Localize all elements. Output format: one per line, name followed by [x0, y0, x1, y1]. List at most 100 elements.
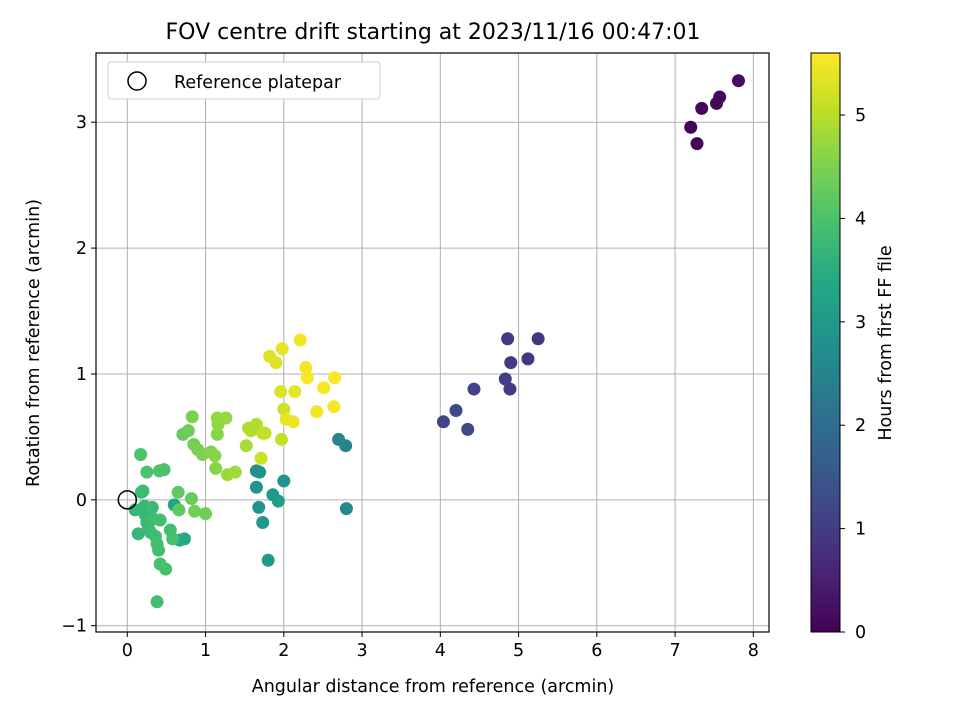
- x-tick-label: 3: [356, 641, 367, 661]
- reference-marker: [117, 490, 138, 510]
- data-point: [252, 500, 266, 514]
- legend: Reference platepar: [107, 61, 381, 100]
- data-point: [328, 371, 342, 385]
- x-tick-label: 6: [591, 641, 602, 661]
- x-tick-label: 1: [200, 641, 211, 661]
- data-point: [286, 415, 300, 429]
- data-point: [185, 410, 199, 424]
- y-tick-label: 1: [76, 365, 87, 385]
- data-point: [157, 463, 171, 477]
- data-point: [258, 426, 272, 440]
- data-point: [501, 332, 515, 346]
- data-point: [152, 543, 166, 557]
- y-tick-label: 0: [76, 491, 87, 511]
- data-point: [172, 503, 186, 517]
- data-point: [449, 403, 463, 417]
- data-point: [436, 415, 450, 429]
- data-point: [209, 461, 223, 475]
- data-point: [256, 515, 270, 529]
- colorbar-tick-label: 0: [855, 623, 866, 643]
- data-point: [228, 465, 242, 479]
- y-tick-label: 3: [76, 113, 87, 133]
- data-point: [327, 400, 341, 414]
- legend-box: [107, 61, 381, 100]
- data-point: [249, 480, 263, 494]
- data-point: [254, 451, 268, 465]
- colorbar-tick-label: 3: [855, 313, 866, 333]
- x-axis-label: Angular distance from reference (arcmin): [252, 677, 615, 697]
- axes-frame: [95, 52, 770, 633]
- data-point: [184, 492, 198, 506]
- data-point: [274, 432, 288, 446]
- data-point: [467, 382, 481, 396]
- data-point: [271, 494, 285, 508]
- data-point: [731, 74, 745, 88]
- x-tick-label: 4: [435, 641, 446, 661]
- colorbar-tick-label: 5: [855, 106, 866, 126]
- data-point: [199, 507, 213, 521]
- data-point: [317, 381, 331, 395]
- data-point: [140, 465, 154, 479]
- data-point: [219, 411, 233, 425]
- x-tick-label: 8: [748, 641, 759, 661]
- data-point: [208, 449, 222, 463]
- x-ticks: 0 1 2 3 4 5 6 7 8: [122, 632, 759, 661]
- data-point: [695, 101, 709, 115]
- data-point: [690, 137, 704, 151]
- y-ticks: −1 0 1 2 3: [61, 113, 96, 637]
- colorbar-tick-label: 2: [855, 416, 866, 436]
- data-point: [293, 333, 307, 347]
- data-point: [253, 465, 267, 479]
- data-point: [461, 422, 475, 436]
- legend-entry-reference: Reference platepar: [174, 73, 342, 93]
- data-point: [171, 485, 185, 499]
- x-tick-label: 2: [278, 641, 289, 661]
- data-point: [288, 385, 302, 399]
- colorbar-ticks: 0 1 2 3 4 5: [840, 106, 866, 643]
- data-point: [339, 439, 353, 453]
- data-point: [299, 361, 313, 375]
- chart-title: FOV centre drift starting at 2023/11/16 …: [166, 20, 701, 45]
- grid: [96, 53, 769, 632]
- data-point: [498, 372, 512, 386]
- data-point: [531, 332, 545, 346]
- data-point: [134, 448, 148, 462]
- y-tick-label: −1: [61, 617, 87, 637]
- data-point: [684, 120, 698, 134]
- plot-area: [96, 53, 769, 632]
- data-point: [503, 382, 517, 396]
- y-axis-label: Rotation from reference (arcmin): [24, 199, 44, 487]
- data-point: [310, 405, 324, 419]
- data-point: [339, 502, 353, 516]
- colorbar-tick-label: 4: [855, 209, 866, 229]
- data-point: [188, 504, 202, 518]
- colorbar-label: Hours from first FF file: [876, 245, 896, 440]
- data-point: [261, 553, 275, 567]
- data-point: [300, 371, 314, 385]
- data-point: [177, 532, 191, 546]
- colorbar-tick-label: 1: [855, 520, 866, 540]
- data-point: [150, 595, 164, 609]
- legend-marker: [127, 71, 147, 91]
- data-point: [181, 424, 195, 438]
- data-point: [274, 385, 288, 399]
- data-point: [239, 439, 253, 453]
- data-point: [277, 474, 291, 488]
- data-point: [277, 402, 291, 416]
- data-point: [166, 532, 180, 546]
- data-point: [269, 356, 283, 370]
- data-point: [504, 356, 518, 370]
- colorbar-gradient: [810, 52, 841, 633]
- data-point: [275, 342, 289, 356]
- x-tick-label: 5: [513, 641, 524, 661]
- data-point: [159, 562, 173, 576]
- data-point: [521, 352, 535, 366]
- data-point: [713, 90, 727, 104]
- data-point: [131, 527, 145, 541]
- colorbar: 0 1 2 3 4 5 Hours from first FF file: [810, 52, 896, 643]
- data-point: [145, 500, 159, 514]
- data-point: [136, 484, 150, 498]
- data-point: [210, 427, 224, 441]
- y-tick-label: 2: [76, 239, 87, 259]
